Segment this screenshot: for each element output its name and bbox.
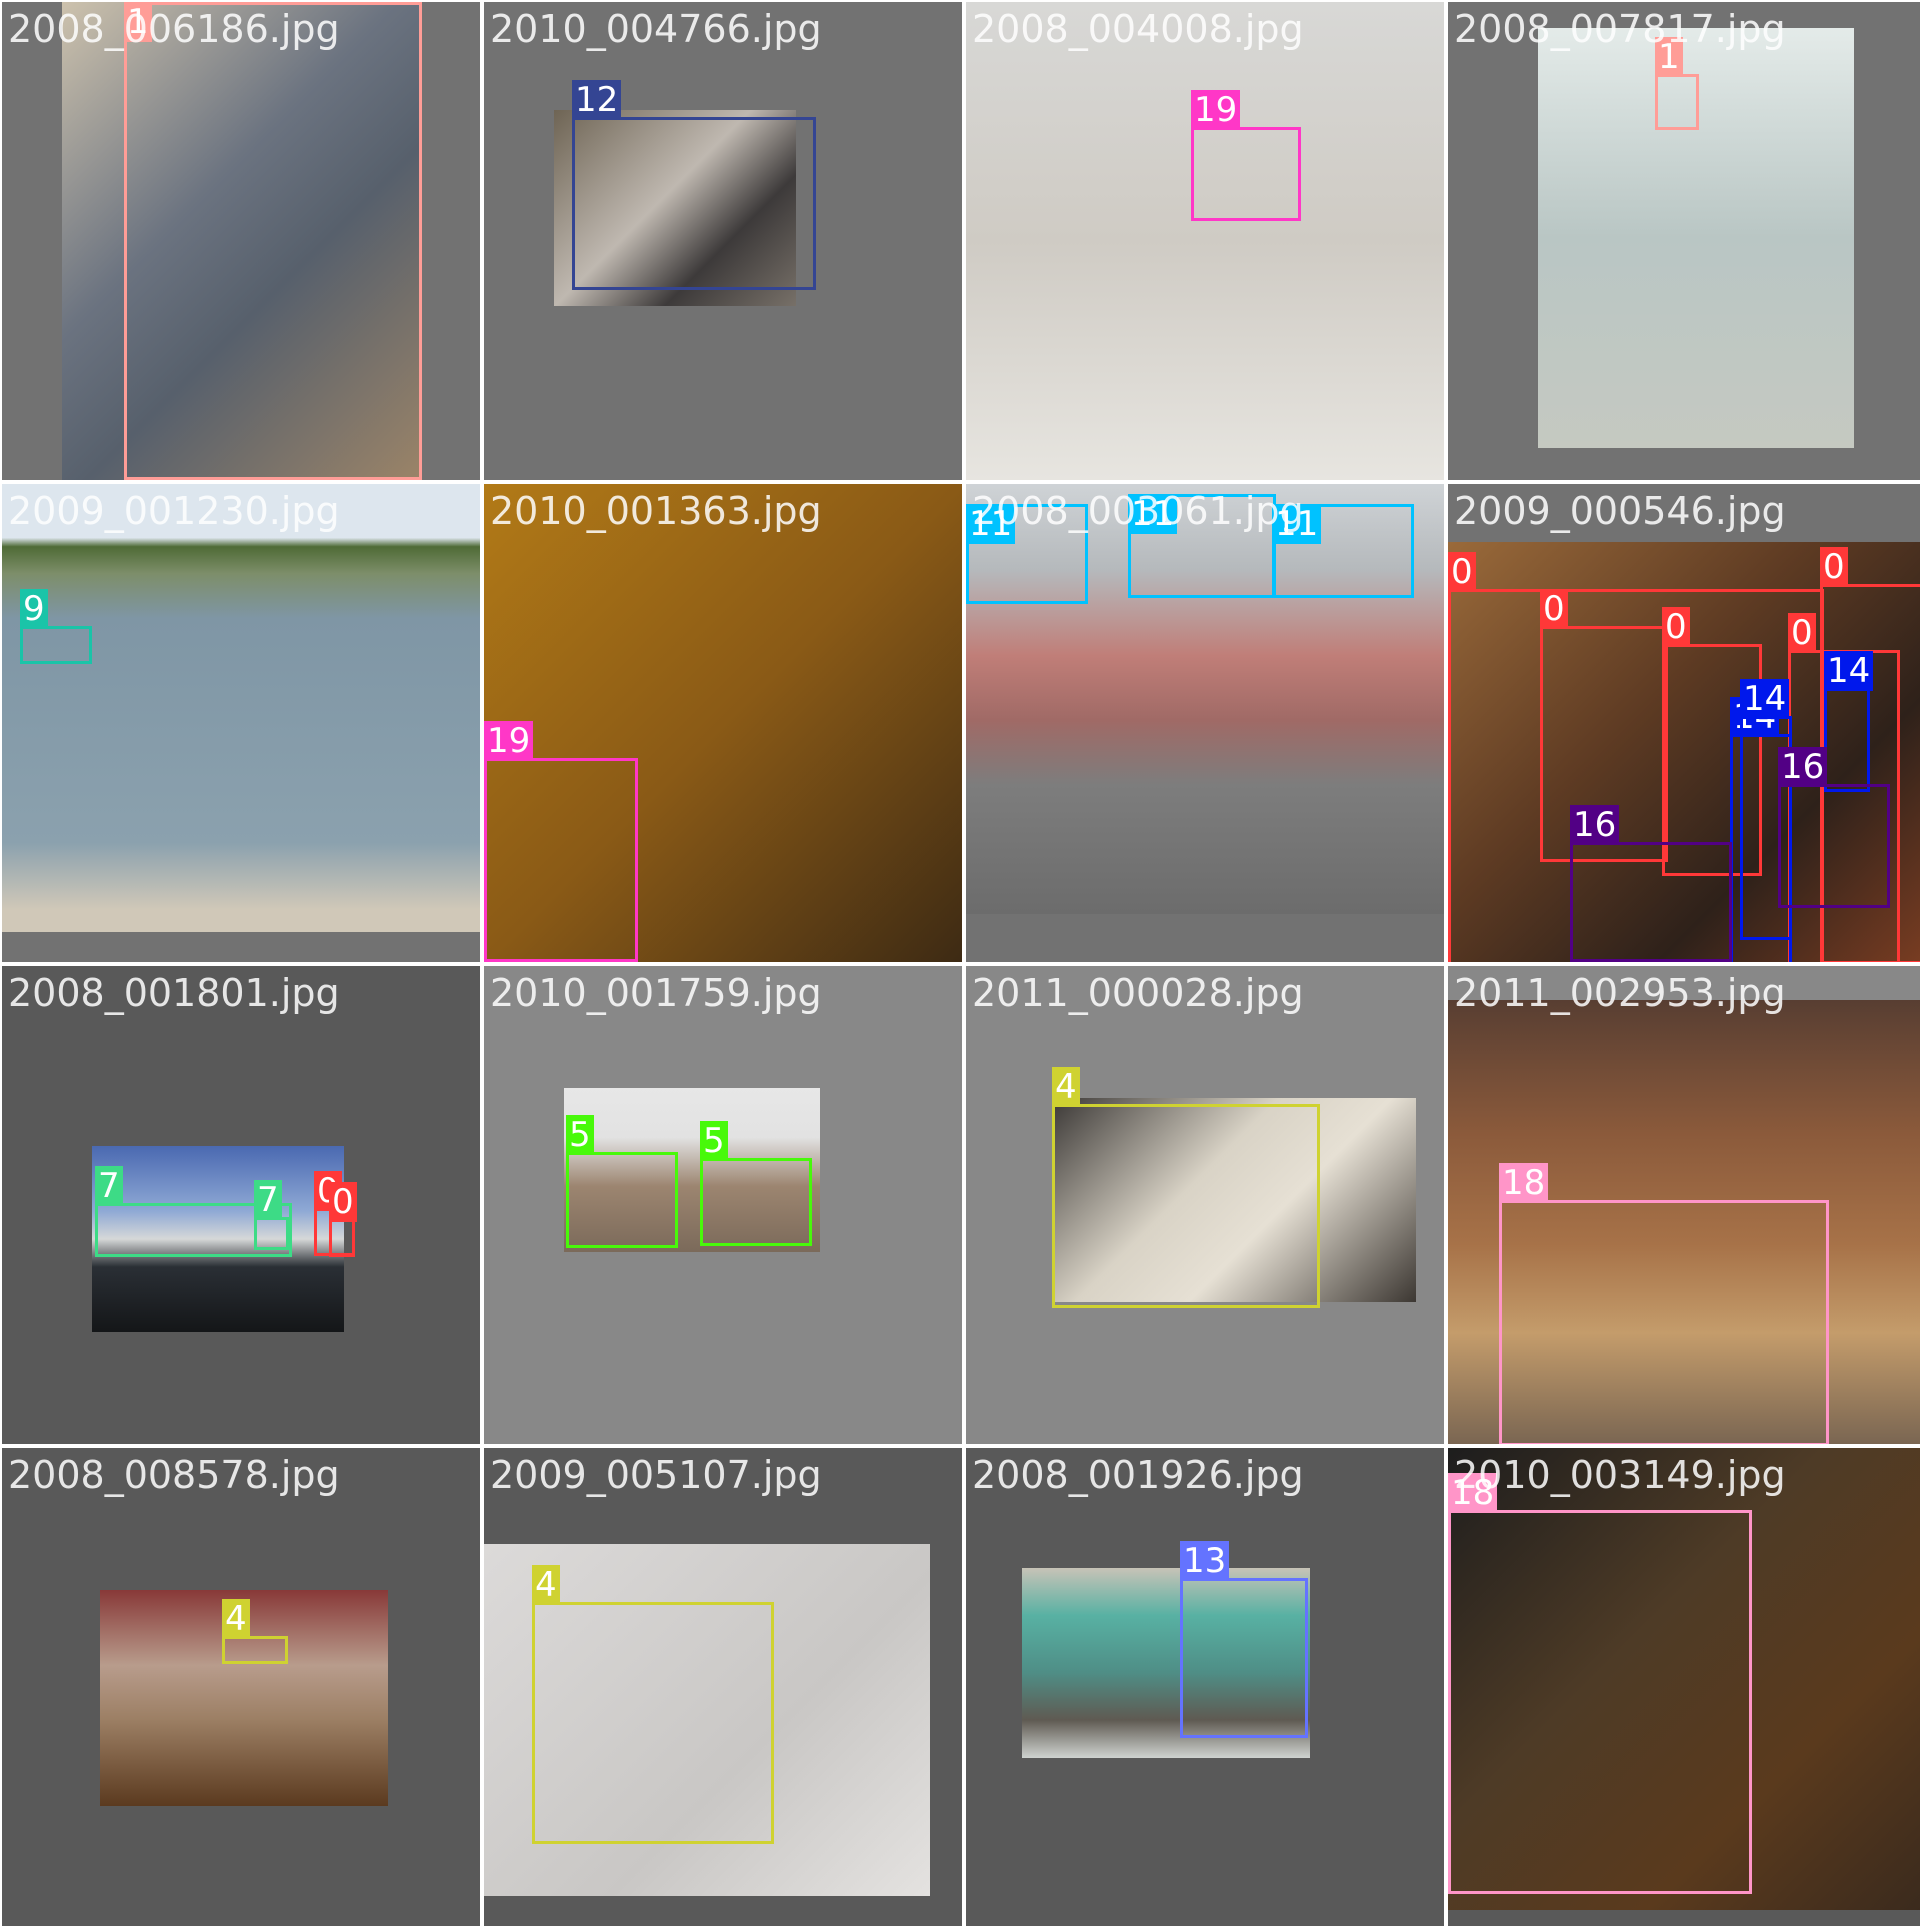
detection-box: 14 <box>1740 679 1792 940</box>
detection-box: 4 <box>1052 1067 1320 1308</box>
class-label: 0 <box>1662 607 1690 647</box>
detection-box: 4 <box>222 1599 288 1664</box>
class-label: 11 <box>966 504 1016 544</box>
class-label: 4 <box>1052 1067 1080 1107</box>
class-label: 19 <box>1191 90 1241 130</box>
tile-photo <box>554 110 796 306</box>
class-label: 0 <box>1820 547 1848 587</box>
detection-box: 18 <box>1499 1163 1829 1444</box>
tile-photo <box>966 2 1444 480</box>
mosaic-tile: 4 2008_008578.jpg <box>2 1448 480 1926</box>
detection-box: 7 <box>95 1166 292 1257</box>
mosaic-tile: 5 5 2010_001759.jpg <box>484 966 962 1444</box>
detection-box: 0 <box>1662 607 1762 876</box>
mosaic-tile: 7 7 0 0 2008_001801.jpg <box>2 966 480 1444</box>
tile-filename: 2010_004766.jpg <box>490 7 822 51</box>
detection-box: 9 <box>20 589 92 664</box>
mosaic-tile: 1 2008_006186.jpg <box>2 2 480 480</box>
detection-box: 18 <box>1448 1473 1752 1894</box>
class-label: 14 <box>1740 679 1790 719</box>
tile-filename: 2009_000546.jpg <box>1454 489 1786 533</box>
class-label: 0 <box>1788 613 1816 653</box>
mosaic-tile: 0000014141416162009_000546.jpg <box>1448 484 1920 962</box>
detection-box: 7 <box>254 1180 289 1250</box>
detection-box: 16 <box>1778 747 1890 908</box>
mosaic-tile: 4 2009_005107.jpg <box>484 1448 962 1926</box>
tile-photo <box>62 2 422 480</box>
mosaic-tile: 19 2010_001363.jpg <box>484 484 962 962</box>
class-label: 14 <box>1824 651 1874 691</box>
detection-box: 5 <box>700 1121 812 1246</box>
mosaic-tile: 18 2011_002953.jpg <box>1448 966 1920 1444</box>
mosaic-tile: 19 2008_004008.jpg <box>966 2 1444 480</box>
class-label: 7 <box>254 1180 282 1220</box>
detection-box: 13 <box>1180 1541 1308 1738</box>
detection-box: 1 <box>1655 37 1699 130</box>
tile-filename: 2011_000028.jpg <box>972 971 1304 1015</box>
detection-box: 0 <box>1540 589 1668 862</box>
mosaic-tile: 4 2011_000028.jpg <box>966 966 1444 1444</box>
detection-box: 11 <box>966 504 1088 604</box>
tile-photo <box>92 1146 344 1332</box>
mosaic-tile: 9 2009_001230.jpg <box>2 484 480 962</box>
class-label: 0 <box>329 1182 357 1222</box>
class-label: 5 <box>700 1121 728 1161</box>
detection-box: 11 <box>1128 494 1276 598</box>
class-label: 4 <box>532 1565 560 1605</box>
class-label: 16 <box>1570 805 1620 845</box>
class-label: 7 <box>95 1166 123 1206</box>
class-label: 0 <box>1448 552 1476 592</box>
mosaic-tile: 11 11 11 2008_003061.jpg <box>966 484 1444 962</box>
detection-box: 12 <box>572 80 816 290</box>
tile-photo <box>966 484 1444 914</box>
class-label: 1 <box>124 2 152 42</box>
class-label: 11 <box>1272 504 1322 544</box>
class-label: 5 <box>566 1115 594 1155</box>
class-label: 1 <box>1655 37 1683 77</box>
class-label: 11 <box>1128 494 1178 534</box>
detection-box: 0 <box>329 1182 357 1257</box>
tile-photo <box>564 1088 820 1252</box>
detection-box: 19 <box>484 721 638 962</box>
tile-photo <box>1448 1448 1920 1910</box>
tile-photo <box>1448 1000 1920 1444</box>
tile-filename: 2010_001759.jpg <box>490 971 822 1015</box>
tile-photo <box>1052 1098 1416 1302</box>
tile-filename: 2009_005107.jpg <box>490 1453 822 1497</box>
detection-box: 14 <box>1824 651 1874 792</box>
detection-box: 1 <box>124 2 422 480</box>
detection-box: 5 <box>566 1115 678 1248</box>
mosaic-tile: 1 2008_007817.jpg <box>1448 2 1920 480</box>
class-label: 18 <box>1499 1163 1549 1203</box>
mosaic-tile: 18 2010_003149.jpg <box>1448 1448 1920 1926</box>
tile-photo <box>484 484 962 962</box>
detection-box: 16 <box>1570 805 1732 962</box>
detection-box: 11 <box>1272 504 1414 598</box>
class-label: 4 <box>222 1599 250 1639</box>
class-label: 16 <box>1778 747 1828 787</box>
class-label: 12 <box>572 80 622 120</box>
detection-box: 4 <box>532 1565 774 1844</box>
tile-filename: 2008_008578.jpg <box>8 1453 340 1497</box>
tile-filename: 2008_001926.jpg <box>972 1453 1304 1497</box>
detection-box: 19 <box>1191 90 1301 221</box>
class-label: 19 <box>484 721 534 761</box>
tile-photo <box>2 484 480 932</box>
tile-photo <box>1022 1568 1310 1758</box>
tile-filename: 2008_001801.jpg <box>8 971 340 1015</box>
class-label: 9 <box>20 589 48 629</box>
mosaic-tile: 13 2008_001926.jpg <box>966 1448 1444 1926</box>
class-label: 0 <box>1540 589 1568 629</box>
class-label: 18 <box>1448 1473 1498 1513</box>
class-label: 13 <box>1180 1541 1230 1581</box>
mosaic-tile: 12 2010_004766.jpg <box>484 2 962 480</box>
